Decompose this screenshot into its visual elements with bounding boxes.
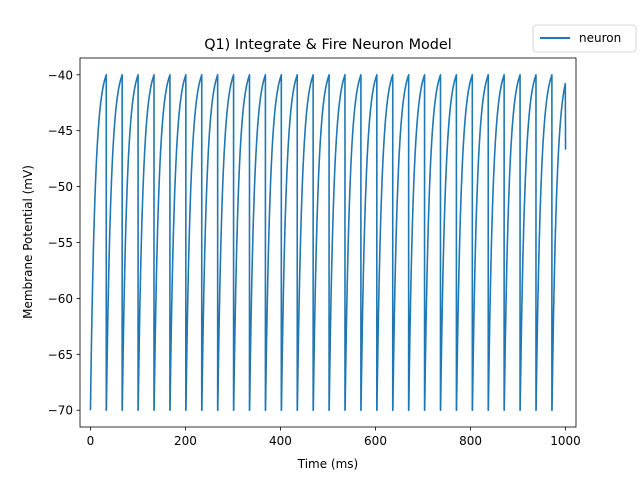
series-line-neuron <box>89 73 567 412</box>
x-tick-label: 200 <box>174 434 197 448</box>
x-tick-label: 0 <box>87 434 95 448</box>
x-axis-label: Time (ms) <box>297 457 359 471</box>
x-tick-label: 1000 <box>550 434 581 448</box>
y-axis: −70 −65 −60 −55 −50 −45 −40 <box>48 68 80 418</box>
y-tick-label: −50 <box>48 180 73 194</box>
x-tick-label: 400 <box>269 434 292 448</box>
legend-label-neuron: neuron <box>579 31 621 45</box>
legend-box <box>532 24 637 53</box>
y-axis-label: Membrane Potential (mV) <box>21 165 35 319</box>
y-tick-label: −60 <box>48 292 73 306</box>
y-tick-label: −55 <box>48 236 73 250</box>
x-tick-label: 600 <box>364 434 387 448</box>
chart-title: Q1) Integrate & Fire Neuron Model <box>204 37 452 53</box>
x-tick-label: 800 <box>459 434 482 448</box>
y-tick-label: −45 <box>48 124 73 138</box>
legend: neuron <box>532 24 637 53</box>
y-tick-label: −40 <box>48 68 73 82</box>
x-axis: 0 200 400 600 800 1000 <box>87 427 581 448</box>
y-tick-label: −65 <box>48 348 73 362</box>
y-tick-label: −70 <box>48 404 73 418</box>
series-layer <box>89 73 567 412</box>
